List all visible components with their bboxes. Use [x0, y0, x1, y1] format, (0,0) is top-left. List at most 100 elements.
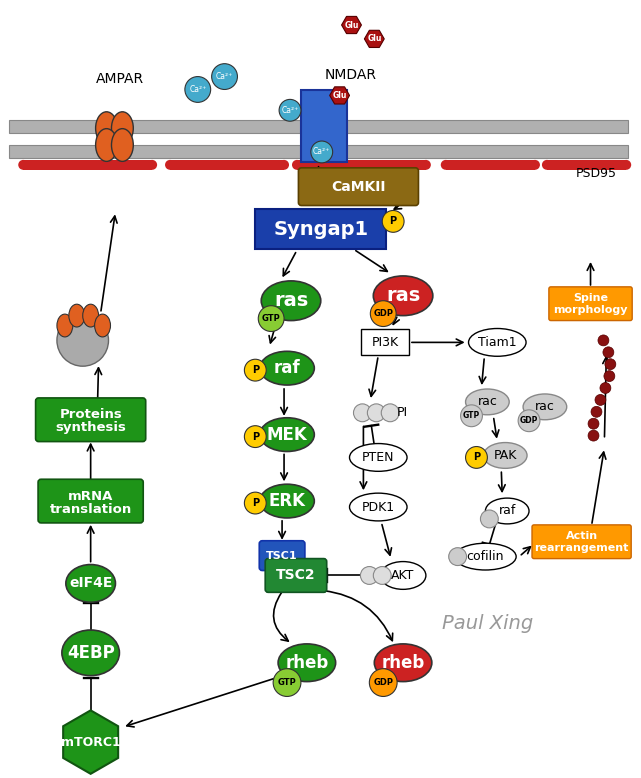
Ellipse shape	[62, 630, 119, 675]
FancyArrowPatch shape	[382, 524, 392, 555]
Circle shape	[279, 160, 289, 170]
Text: TSC1: TSC1	[266, 551, 298, 561]
FancyArrowPatch shape	[356, 251, 387, 272]
Circle shape	[591, 406, 602, 417]
Text: AMPAR: AMPAR	[96, 72, 144, 86]
Text: 4EBP: 4EBP	[67, 644, 115, 662]
Polygon shape	[364, 30, 384, 47]
FancyArrowPatch shape	[360, 426, 367, 489]
FancyArrowPatch shape	[499, 472, 505, 492]
Ellipse shape	[96, 112, 117, 145]
Text: PAK: PAK	[494, 449, 517, 462]
FancyArrowPatch shape	[587, 264, 594, 285]
Circle shape	[147, 160, 157, 170]
FancyArrowPatch shape	[87, 527, 94, 562]
Circle shape	[381, 404, 399, 422]
Text: ERK: ERK	[269, 492, 306, 510]
Text: P: P	[252, 432, 259, 442]
Polygon shape	[63, 710, 118, 774]
Text: GTP: GTP	[463, 412, 480, 420]
Text: P: P	[252, 498, 259, 508]
FancyArrowPatch shape	[312, 166, 319, 204]
Circle shape	[461, 405, 483, 426]
Circle shape	[588, 430, 599, 441]
Ellipse shape	[374, 644, 432, 682]
Circle shape	[353, 404, 371, 422]
Text: PI: PI	[397, 406, 408, 419]
Ellipse shape	[465, 389, 509, 415]
Bar	[297, 160, 426, 170]
Bar	[445, 160, 535, 170]
Circle shape	[367, 404, 385, 422]
Circle shape	[212, 64, 237, 89]
Text: rac: rac	[535, 401, 555, 413]
Text: CaMKII: CaMKII	[331, 180, 386, 194]
Text: GDP: GDP	[520, 416, 538, 426]
Text: GTP: GTP	[262, 314, 281, 323]
Circle shape	[441, 160, 451, 170]
FancyArrowPatch shape	[279, 520, 285, 538]
FancyArrowPatch shape	[521, 547, 531, 555]
Ellipse shape	[96, 128, 117, 161]
Text: translation: translation	[49, 503, 132, 516]
Bar	[547, 160, 626, 170]
Ellipse shape	[57, 314, 73, 337]
Ellipse shape	[483, 443, 527, 468]
FancyArrowPatch shape	[393, 317, 399, 324]
FancyArrowPatch shape	[281, 389, 287, 414]
Text: ras: ras	[274, 291, 308, 310]
FancyArrowPatch shape	[281, 454, 287, 479]
FancyArrowPatch shape	[95, 368, 102, 398]
Circle shape	[603, 347, 614, 358]
Ellipse shape	[260, 484, 314, 518]
FancyBboxPatch shape	[259, 541, 305, 570]
Text: Spine
morphology: Spine morphology	[553, 293, 628, 314]
Ellipse shape	[278, 644, 336, 682]
Ellipse shape	[95, 314, 110, 337]
Ellipse shape	[66, 565, 115, 602]
Text: Ca²⁺: Ca²⁺	[189, 85, 206, 94]
Circle shape	[588, 419, 599, 429]
Text: P: P	[473, 453, 480, 462]
Ellipse shape	[523, 394, 567, 420]
Text: PSD95: PSD95	[576, 167, 617, 180]
Ellipse shape	[260, 418, 314, 451]
FancyArrowPatch shape	[101, 216, 117, 311]
Circle shape	[244, 359, 266, 381]
FancyArrowPatch shape	[369, 358, 378, 396]
FancyArrowPatch shape	[394, 187, 404, 209]
Circle shape	[57, 314, 108, 366]
Circle shape	[481, 510, 498, 527]
Polygon shape	[329, 87, 349, 104]
Ellipse shape	[349, 493, 407, 521]
Bar	[23, 160, 152, 170]
Text: Ca²⁺: Ca²⁺	[313, 148, 330, 156]
Circle shape	[465, 447, 487, 468]
Text: PTEN: PTEN	[362, 451, 394, 464]
Text: Glu: Glu	[367, 34, 381, 44]
Text: MEK: MEK	[267, 426, 308, 443]
Text: P: P	[252, 365, 259, 375]
Ellipse shape	[69, 304, 85, 327]
Text: Ca²⁺: Ca²⁺	[281, 106, 299, 115]
FancyBboxPatch shape	[36, 398, 146, 442]
Circle shape	[370, 301, 396, 327]
Circle shape	[244, 426, 266, 447]
Text: PI3K: PI3K	[372, 336, 399, 349]
Text: ras: ras	[386, 286, 420, 305]
Text: Syngap1: Syngap1	[273, 220, 369, 239]
Text: Glu: Glu	[344, 20, 359, 30]
Text: mRNA: mRNA	[68, 489, 113, 503]
Text: Proteins: Proteins	[59, 408, 122, 422]
Circle shape	[382, 211, 404, 233]
Bar	[170, 160, 284, 170]
Circle shape	[600, 383, 611, 394]
Circle shape	[373, 566, 391, 584]
FancyArrowPatch shape	[492, 419, 499, 437]
Text: eIF4E: eIF4E	[69, 576, 112, 591]
Circle shape	[605, 359, 616, 370]
Circle shape	[165, 160, 175, 170]
FancyArrowPatch shape	[269, 322, 276, 343]
Text: TSC2: TSC2	[276, 569, 316, 583]
Circle shape	[530, 160, 540, 170]
